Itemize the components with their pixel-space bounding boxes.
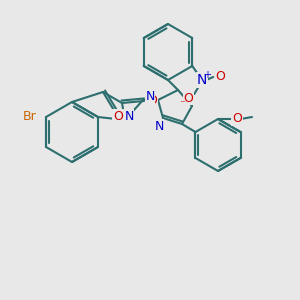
Text: O: O <box>113 110 123 122</box>
Text: N: N <box>124 110 134 122</box>
Text: Br: Br <box>23 110 37 124</box>
Text: O: O <box>183 92 193 104</box>
Text: O: O <box>147 94 157 106</box>
Text: N: N <box>197 73 207 87</box>
Text: ⁻: ⁻ <box>179 99 185 109</box>
Text: N: N <box>145 91 155 103</box>
Text: N: N <box>154 119 164 133</box>
Text: O: O <box>215 70 225 83</box>
Text: O: O <box>232 112 242 125</box>
Text: +: + <box>203 70 211 80</box>
